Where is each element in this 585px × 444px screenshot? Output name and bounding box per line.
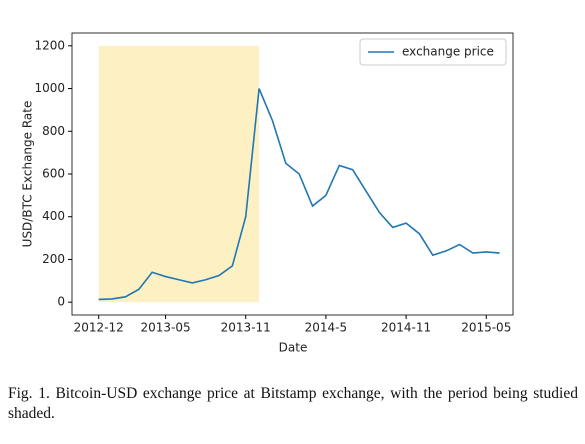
chart: Date USD/BTC Exchange Rate 0 200 400 600 800… [21, 32, 514, 355]
data-line [98, 88, 500, 301]
x-tick-label: 2013-05 [140, 321, 190, 335]
y-tick-label: 400 [42, 209, 65, 223]
caption: Fig. 1. Bitcoin-USD exchange price at Bi… [8, 385, 578, 422]
x-tick-label: 2013-11 [221, 321, 271, 335]
x-tick-label: 2012-12 [74, 321, 124, 335]
y-tick-label: 1000 [34, 81, 65, 95]
legend-label: exchange price [402, 45, 494, 59]
x-tick-label: 2015-05 [461, 321, 511, 335]
y-tick-label: 600 [42, 167, 65, 181]
y-tick-label: 0 [57, 295, 65, 309]
x-axis-label: Date [279, 341, 308, 355]
y-axis-label: USD/BTC Exchange Rate [21, 101, 35, 248]
y-tick-label: 800 [42, 124, 65, 138]
x-tick-label: 2014-5 [305, 321, 348, 335]
plot-frame [71, 32, 514, 316]
legend-box [359, 38, 507, 66]
y-tick-label: 200 [42, 252, 65, 266]
x-tick-label: 2014-11 [381, 321, 431, 335]
shaded-period [98, 45, 260, 303]
y-tick-label: 1200 [34, 38, 65, 52]
